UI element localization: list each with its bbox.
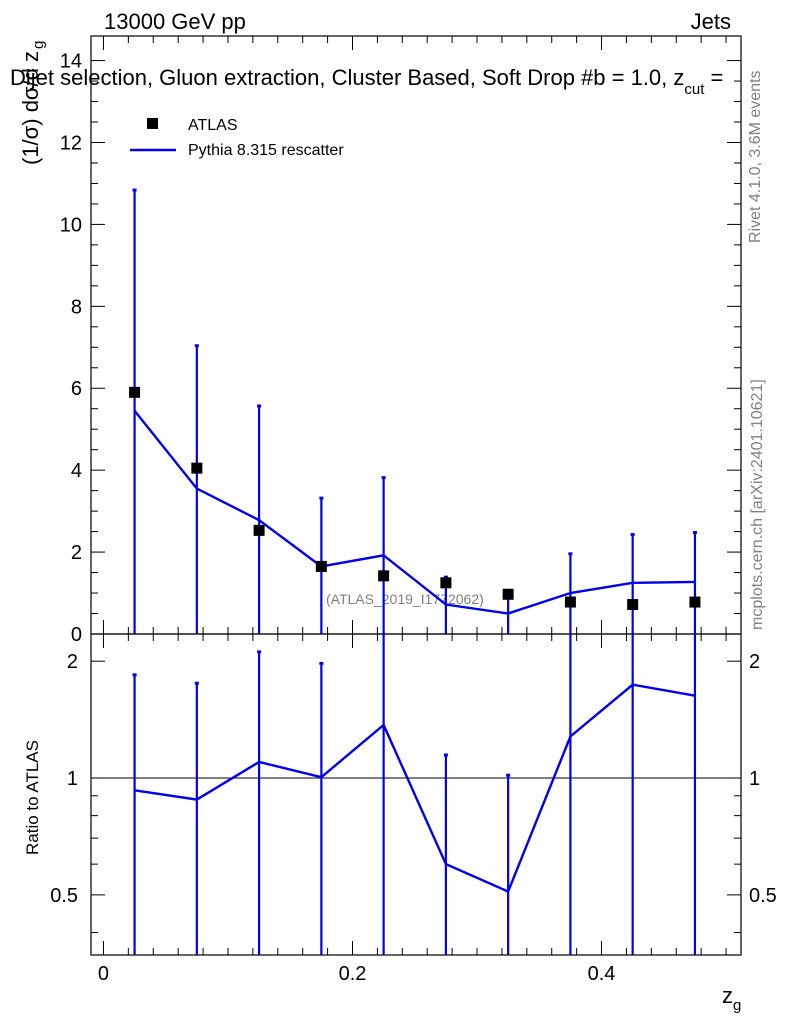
y-tick-label-right: 1 <box>749 768 760 790</box>
y-tick-label: 1 <box>67 768 78 790</box>
ratio-error-cap <box>506 773 511 777</box>
data-point <box>502 588 514 600</box>
legend: ATLAS Pythia 8.315 rescatter <box>130 117 344 159</box>
legend-data-marker <box>147 118 158 129</box>
y-tick-label: 12 <box>60 132 82 154</box>
ratio-panel: 0 0.2 0.4 0.5 0.5 1 1 2 2 <box>50 633 777 985</box>
data-point <box>129 386 141 398</box>
xlabel: zg <box>722 983 741 1014</box>
y-tick-label: 14 <box>60 51 82 73</box>
y-tick-label: 2 <box>67 651 78 673</box>
mc-error-cap <box>319 496 324 500</box>
ratio-error-cap <box>257 650 262 654</box>
mc-error-cap <box>257 404 262 408</box>
x-tick-label: 0.2 <box>339 963 367 985</box>
main-panel: 0 2 4 6 8 10 12 14 <box>60 35 742 646</box>
y-tick-label-right: 0.5 <box>749 885 777 907</box>
ratio-error-cap <box>443 753 448 757</box>
rivet-label: Rivet 4.1.0, 3.6M events <box>747 70 764 243</box>
data-point <box>378 570 390 582</box>
top-ylabel: (1/σ) dσ/d zg <box>18 41 47 165</box>
mc-error-cap <box>568 552 573 556</box>
data-point <box>440 577 452 589</box>
data-point <box>627 599 639 611</box>
mc-error-cap <box>630 533 635 537</box>
legend-mc-label: Pythia 8.315 rescatter <box>188 142 344 159</box>
mc-error-cap <box>381 476 386 480</box>
y-tick-label: 2 <box>71 542 82 564</box>
category-label: Jets <box>691 9 731 34</box>
energy-label: 13000 GeV pp <box>104 9 246 34</box>
y-tick-label: 0.5 <box>50 885 78 907</box>
data-point <box>689 596 701 608</box>
ratio-error-cap <box>319 661 324 665</box>
data-point <box>564 596 576 608</box>
y-tick-label: 0 <box>71 624 82 646</box>
data-point <box>191 462 203 474</box>
mc-error-cap <box>132 188 137 192</box>
legend-data-label: ATLAS <box>188 117 238 134</box>
y-tick-label-right: 2 <box>749 651 760 673</box>
ratio-error-cap <box>194 681 199 685</box>
data-point <box>315 560 327 572</box>
mc-error-cap <box>443 575 448 579</box>
y-tick-label: 10 <box>60 214 82 236</box>
data-point <box>253 524 265 536</box>
selection-label: Dijet selection, Gluon extraction, Clust… <box>10 65 723 98</box>
mc-error-cap <box>692 531 697 535</box>
bottom-ylabel: Ratio to ATLAS <box>23 740 42 855</box>
x-tick-label: 0 <box>98 963 109 985</box>
x-tick-label: 0.4 <box>588 963 616 985</box>
ratio-line <box>134 683 696 894</box>
ratio-error-cap <box>132 673 137 677</box>
y-tick-label: 8 <box>71 296 82 318</box>
analysis-id: (ATLAS_2019_I1772062) <box>326 591 484 607</box>
y-tick-label: 4 <box>71 460 82 482</box>
mc-error-cap <box>194 344 199 348</box>
y-tick-label: 6 <box>71 378 82 400</box>
ratio-frame <box>90 633 742 956</box>
mc-line <box>133 410 695 615</box>
mcplots-label: mcplots.cern.ch [arXiv:2401.10621] <box>749 379 766 630</box>
